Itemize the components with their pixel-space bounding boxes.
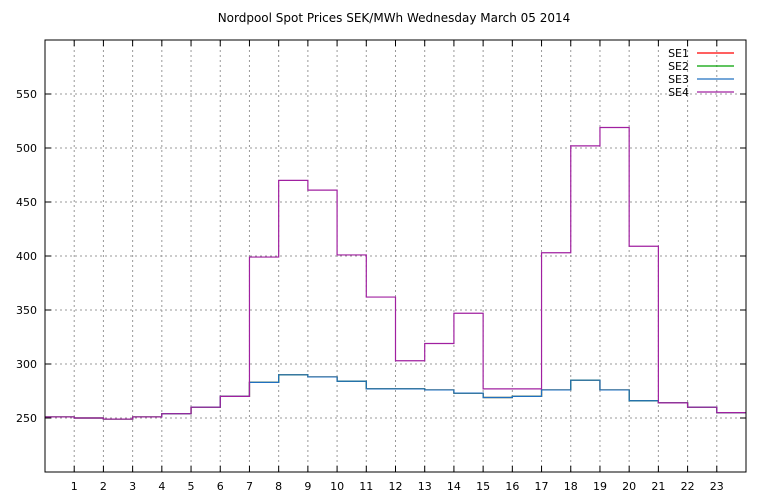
x-tick-label: 19: [593, 480, 607, 493]
y-tick-label: 250: [16, 412, 37, 425]
x-tick-label: 4: [158, 480, 165, 493]
y-tick-label: 450: [16, 196, 37, 209]
y-tick-label: 350: [16, 304, 37, 317]
x-tick-label: 22: [681, 480, 695, 493]
legend-label-se1: SE1: [668, 47, 689, 60]
x-axis-ticks: 1 2 3 4 5 6 7 8 9 10 11 12 13 14 15 16 17 18 19 20 21 22 23: [71, 40, 724, 493]
x-tick-label: 18: [564, 480, 578, 493]
plot-frame: [44, 39, 747, 473]
grid-lines: [45, 40, 746, 472]
y-tick-label: 500: [16, 142, 37, 155]
y-tick-label: 550: [16, 88, 37, 101]
y-tick-label: 300: [16, 358, 37, 371]
y-axis-ticks: 250 300 350 400 450 500 550: [16, 88, 746, 425]
x-tick-label: 11: [359, 480, 373, 493]
chart-title: Nordpool Spot Prices SEK/MWh Wednesday M…: [218, 11, 571, 25]
x-tick-label: 16: [505, 480, 519, 493]
x-tick-label: 1: [71, 480, 78, 493]
x-tick-label: 3: [129, 480, 136, 493]
x-tick-label: 2: [100, 480, 107, 493]
x-tick-label: 6: [217, 480, 224, 493]
x-tick-label: 9: [304, 480, 311, 493]
x-tick-label: 20: [622, 480, 636, 493]
x-tick-label: 17: [535, 480, 549, 493]
x-tick-label: 10: [330, 480, 344, 493]
x-tick-label: 15: [476, 480, 490, 493]
x-tick-label: 7: [246, 480, 253, 493]
x-tick-label: 13: [418, 480, 432, 493]
x-tick-label: 21: [651, 480, 665, 493]
legend-label-se4: SE4: [668, 86, 689, 99]
x-tick-label: 14: [447, 480, 461, 493]
legend-label-se2: SE2: [668, 60, 689, 73]
series-lines: [45, 126, 746, 420]
x-tick-label: 5: [188, 480, 195, 493]
legend-label-se3: SE3: [668, 73, 689, 86]
x-tick-label: 8: [275, 480, 282, 493]
x-tick-label: 12: [389, 480, 403, 493]
y-tick-label: 400: [16, 250, 37, 263]
series-line-se4: [45, 126, 746, 420]
x-tick-label: 23: [710, 480, 724, 493]
